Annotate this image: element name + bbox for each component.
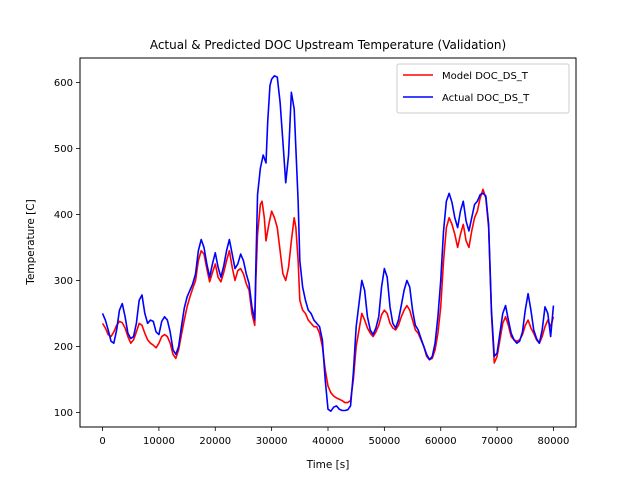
x-tick-label: 0 bbox=[99, 436, 105, 447]
y-tick-label: 400 bbox=[54, 210, 73, 221]
legend-label-actual: Actual DOC_DS_T bbox=[442, 93, 530, 104]
legend-label-model: Model DOC_DS_T bbox=[442, 71, 529, 82]
x-tick-label: 50000 bbox=[368, 436, 400, 447]
y-axis-label: Temperature [C] bbox=[25, 199, 37, 285]
x-tick-label: 80000 bbox=[538, 436, 570, 447]
y-axis: 100 200 300 400 500 600 bbox=[54, 78, 80, 419]
x-tick-label: 70000 bbox=[481, 436, 513, 447]
x-tick-label: 40000 bbox=[312, 436, 344, 447]
series-layer bbox=[101, 75, 555, 412]
x-tick-label: 10000 bbox=[143, 436, 175, 447]
legend: Model DOC_DS_T Actual DOC_DS_T bbox=[396, 63, 570, 114]
x-tick-label: 20000 bbox=[199, 436, 231, 447]
x-tick-label: 60000 bbox=[425, 436, 457, 447]
series-line-actual bbox=[101, 75, 555, 412]
x-axis-label: Time [s] bbox=[306, 459, 350, 471]
x-axis: 0 10000 20000 30000 40000 50000 60000 70000 8000… bbox=[99, 427, 569, 447]
chart-title: Actual & Predicted DOC Upstream Temperat… bbox=[150, 38, 506, 52]
y-tick-label: 600 bbox=[54, 78, 73, 89]
legend-box bbox=[396, 63, 570, 114]
y-tick-label: 300 bbox=[54, 276, 73, 287]
y-tick-label: 200 bbox=[54, 342, 73, 353]
y-tick-label: 500 bbox=[54, 144, 73, 155]
y-tick-label: 100 bbox=[54, 408, 73, 419]
x-tick-label: 30000 bbox=[256, 436, 288, 447]
